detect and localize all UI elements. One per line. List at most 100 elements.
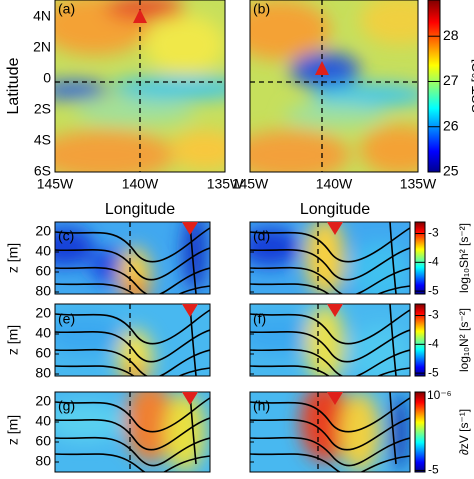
contour	[389, 222, 397, 294]
contour	[389, 392, 397, 465]
contour	[250, 397, 410, 433]
field	[250, 304, 410, 376]
colorbar-tick-label: -3	[428, 226, 439, 240]
field-blob	[145, 15, 225, 75]
x-label: Longitude	[105, 201, 175, 218]
y-label: z [m]	[5, 325, 21, 355]
y-tick-label: 20	[35, 223, 51, 239]
field-blob	[55, 314, 125, 354]
contour	[55, 266, 210, 294]
contour	[55, 397, 210, 433]
marker-triangle	[327, 392, 343, 405]
field-blob	[55, 227, 95, 267]
x-tick-label: 145W	[232, 176, 269, 192]
x-label: Longitude	[300, 201, 370, 218]
colorbar-tick-label: 25	[443, 163, 459, 179]
contour	[55, 283, 210, 294]
contour	[55, 417, 210, 451]
y-tick-label: 0	[43, 70, 51, 86]
colorbar-tick-label: -5	[428, 463, 439, 474]
field	[55, 0, 225, 172]
contour	[250, 436, 410, 467]
field-blob	[250, 314, 320, 354]
field-blob	[183, 222, 207, 292]
field-blob	[55, 402, 125, 442]
y-tick-label: 40	[35, 243, 51, 259]
colorbar-tick-label: -4	[428, 336, 439, 350]
contour	[250, 283, 410, 294]
x-tick-label: 135W	[400, 176, 437, 192]
contour	[250, 309, 410, 345]
colorbar	[414, 391, 426, 473]
panel-frame	[249, 0, 419, 173]
field	[250, 0, 418, 172]
panel-label: (b)	[253, 1, 270, 17]
colorbar-tick-label: -5	[428, 365, 439, 379]
marker-triangle	[327, 304, 343, 317]
x-tick-label: 145W	[37, 176, 74, 192]
colorbar	[427, 0, 441, 173]
y-tick-label: 60	[35, 345, 51, 361]
field-blob	[340, 392, 380, 472]
y-tick-label: 20	[35, 393, 51, 409]
contour	[55, 227, 210, 263]
panel-frame	[54, 391, 211, 473]
field-blob	[392, 392, 408, 472]
field	[55, 222, 210, 294]
colorbar	[414, 303, 426, 377]
field-blob	[360, 0, 418, 45]
colorbar-tick-label: 26	[443, 117, 459, 133]
marker-triangle	[133, 9, 147, 23]
x-tick-label: 140W	[316, 176, 353, 192]
y-tick-label: 80	[35, 283, 51, 299]
field-blobs	[300, 392, 408, 472]
field-blob	[119, 247, 151, 294]
field-blobs	[55, 0, 225, 172]
y-tick-label: 80	[35, 365, 51, 381]
marker-triangle	[315, 61, 329, 75]
contour	[55, 247, 210, 281]
panel-label: (d)	[253, 228, 270, 244]
contour	[250, 247, 410, 281]
panel-label: (a)	[58, 1, 75, 17]
y-label: Latitude	[5, 57, 22, 114]
field-blob	[250, 227, 300, 267]
contour	[389, 304, 397, 376]
y-tick-label: 4S	[34, 132, 51, 148]
field-blob	[360, 125, 418, 172]
field-blob	[310, 83, 418, 107]
contour	[55, 309, 210, 345]
panel-label: (c)	[58, 228, 74, 244]
y-tick-label: 80	[35, 453, 51, 469]
contour	[55, 348, 210, 376]
contour	[55, 329, 210, 363]
y-tick-label: 2S	[34, 101, 51, 117]
field-blob	[55, 130, 175, 172]
colorbar-tick-label: -4	[428, 254, 439, 268]
field-blob	[305, 304, 345, 376]
colorbar-label: ∂zV [s⁻¹]	[457, 409, 471, 455]
field-blob	[170, 130, 225, 170]
field-blob	[75, 100, 195, 124]
y-tick-label: 60	[35, 433, 51, 449]
y-tick-label: 6S	[34, 163, 51, 179]
x-tick-label: 140W	[122, 176, 159, 192]
field-blob	[55, 81, 108, 99]
contour	[250, 348, 410, 376]
panel-frame	[54, 221, 211, 295]
panel-label: (h)	[253, 398, 270, 414]
contour	[55, 453, 210, 472]
colorbar-tick-label: -5	[428, 283, 439, 297]
field	[250, 222, 410, 294]
colorbar-label: log₁₀N² [s⁻²]	[457, 308, 471, 372]
field-blob	[105, 0, 185, 20]
y-tick-label: 2N	[33, 39, 51, 55]
field-blobs	[250, 0, 418, 172]
field-blob	[305, 222, 345, 294]
panel-label: (e)	[58, 311, 75, 327]
colorbar-tick-label: 27	[443, 72, 459, 88]
field-blob	[285, 103, 385, 127]
marker-triangle	[182, 392, 198, 405]
contour	[55, 365, 210, 376]
